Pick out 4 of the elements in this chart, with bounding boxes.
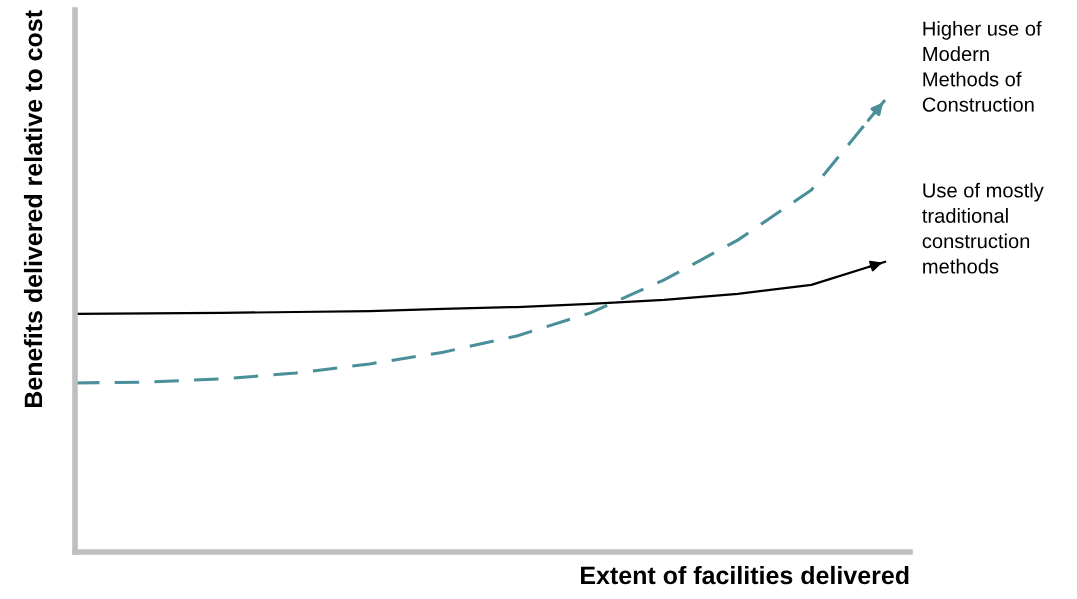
x-axis-title: Extent of facilities delivered <box>581 565 909 585</box>
series-label: Use of mostly traditional construction methods <box>922 182 1044 274</box>
series-label: Higher use of Modern Methods of Construction <box>922 20 1042 112</box>
y-axis-title: Benefits delivered relative to cost <box>23 10 43 408</box>
